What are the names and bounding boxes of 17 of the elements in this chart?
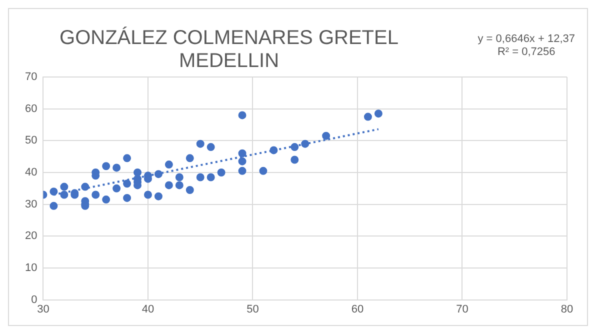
- x-tick-label: 30: [37, 303, 50, 316]
- y-tick-label: 20: [24, 230, 38, 242]
- text: R² = 0,7256: [496, 46, 556, 59]
- x-tick-label: 60: [351, 303, 364, 316]
- y-tick-label: 50: [24, 134, 38, 147]
- x-tick-label: 70: [456, 303, 468, 316]
- y-tick-label: 0: [31, 294, 38, 306]
- x-tick-label: 40: [142, 303, 154, 316]
- x-tick-label: 80: [560, 303, 574, 316]
- y-tick-label: 40: [24, 166, 38, 179]
- y-tick-label: 10: [24, 262, 38, 274]
- y-tick-label: 70: [24, 71, 38, 84]
- y-tick-label: 30: [24, 198, 38, 210]
- y-tick-label: 60: [24, 102, 38, 115]
- chart-title: GONZÁLEZ COLMENARES GRETEL MEDELLIN: [58, 27, 400, 73]
- text: y = 0,6646x + 12,37: [478, 33, 575, 46]
- x-tick-label: 50: [246, 303, 259, 316]
